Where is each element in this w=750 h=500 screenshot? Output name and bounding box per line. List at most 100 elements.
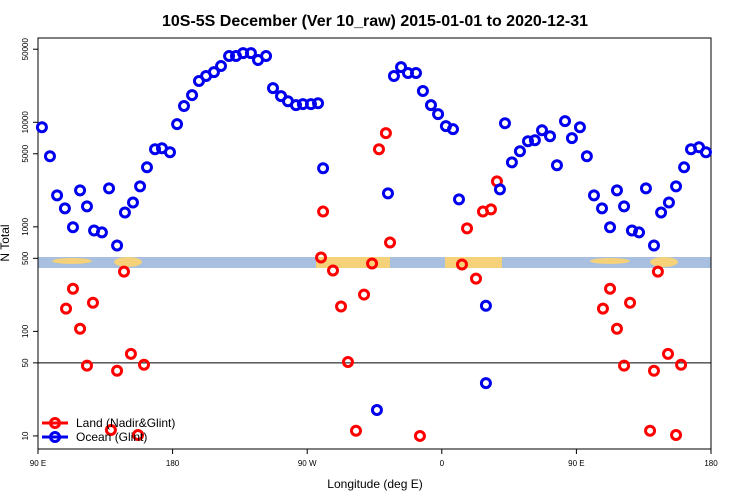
y-tick-label: 10: [21, 431, 30, 440]
data-point: [528, 134, 541, 147]
data-point: [103, 182, 116, 195]
data-point: [260, 50, 273, 63]
legend-label: Ocean (Glint): [76, 430, 147, 444]
data-point: [317, 162, 330, 175]
data-point: [312, 97, 325, 110]
data-point: [104, 423, 117, 436]
data-point: [74, 184, 87, 197]
data-point: [43, 150, 56, 163]
data-point: [604, 221, 617, 234]
data-point: [80, 200, 93, 213]
data-point: [647, 239, 660, 252]
data-point: [118, 206, 131, 219]
data-point: [505, 156, 518, 169]
land-patch: [52, 258, 92, 264]
data-point: [644, 424, 657, 437]
land-patch: [316, 257, 390, 268]
data-point: [675, 358, 688, 371]
data-point: [86, 296, 99, 309]
data-point: [384, 236, 397, 249]
legend-label: Land (Nadir&Glint): [76, 416, 175, 430]
data-point: [447, 123, 460, 136]
data-point: [699, 146, 712, 159]
data-point: [550, 159, 563, 172]
data-point: [66, 221, 79, 234]
data-point: [493, 183, 506, 196]
data-point: [395, 61, 408, 74]
land-patch: [590, 258, 630, 264]
data-point: [662, 196, 675, 209]
y-tick-label: 500: [21, 251, 30, 265]
data-point: [370, 404, 383, 417]
data-point: [207, 66, 220, 79]
y-tick-label: 10000: [21, 111, 30, 134]
data-point: [521, 135, 534, 148]
data-point: [651, 265, 664, 278]
y-tick-label: 50: [21, 358, 30, 367]
data-point: [317, 205, 330, 218]
data-point: [596, 202, 609, 215]
legend-marker: [49, 417, 61, 429]
data-point: [470, 272, 483, 285]
data-point: [341, 355, 354, 368]
x-tick-label: 90 W: [298, 459, 317, 468]
data-point: [132, 429, 145, 442]
data-point: [80, 359, 93, 372]
data-point: [432, 108, 445, 121]
data-point: [51, 189, 64, 202]
data-point: [647, 364, 660, 377]
data-point: [304, 98, 317, 111]
data-point: [410, 67, 423, 80]
y-tick-label: 50000: [21, 38, 30, 61]
data-point: [536, 124, 549, 137]
data-point: [326, 264, 339, 277]
data-point: [670, 180, 683, 193]
data-point: [111, 364, 124, 377]
data-point: [587, 189, 600, 202]
data-point: [544, 130, 557, 143]
data-point: [618, 359, 631, 372]
chart-title: 10S-5S December (Ver 10_raw) 2015-01-01 …: [162, 13, 588, 30]
y-axis-label: N Total: [0, 224, 12, 261]
data-point: [137, 358, 150, 371]
data-point: [558, 115, 571, 128]
data-point: [604, 282, 617, 295]
data-point: [111, 239, 124, 252]
data-point: [372, 143, 385, 156]
x-tick-label: 180: [704, 459, 718, 468]
data-point: [163, 146, 176, 159]
data-point: [461, 222, 474, 235]
data-point: [498, 117, 511, 130]
data-point: [95, 226, 108, 239]
data-point: [149, 143, 162, 156]
data-point: [117, 265, 130, 278]
data-point: [452, 193, 465, 206]
land-patch: [114, 257, 142, 267]
x-tick-label: 90 E: [30, 459, 46, 468]
data-point: [244, 47, 257, 60]
data-point: [573, 121, 586, 134]
data-point: [513, 145, 526, 158]
data-point: [455, 258, 468, 271]
data-point: [223, 50, 236, 63]
data-point: [670, 429, 683, 442]
data-point: [171, 118, 184, 131]
data-point: [624, 296, 637, 309]
data-point: [140, 161, 153, 174]
data-point: [596, 302, 609, 315]
data-point: [134, 180, 147, 193]
data-point: [479, 299, 492, 312]
data-point: [387, 70, 400, 83]
data-point: [315, 251, 328, 264]
data-point: [186, 89, 199, 102]
data-point: [580, 150, 593, 163]
data-point: [266, 82, 279, 95]
data-point: [610, 322, 623, 335]
data-point: [35, 121, 48, 134]
data-point: [289, 99, 302, 112]
data-point: [662, 347, 675, 360]
data-point: [124, 347, 137, 360]
data-point: [60, 302, 73, 315]
plot-frame: [37, 37, 712, 450]
